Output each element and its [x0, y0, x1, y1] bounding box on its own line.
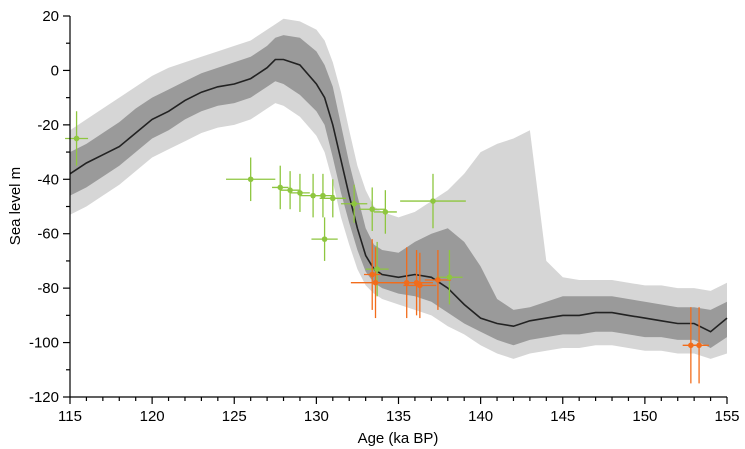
x-ticks: 115 120 125 130 135 140 145 150 155	[58, 397, 740, 425]
green-point-11	[374, 266, 380, 272]
orange-point-0	[369, 271, 376, 278]
y-tick-label: -20	[37, 117, 59, 134]
green-point-7	[321, 236, 328, 242]
orange-point-6	[688, 342, 694, 349]
orange-point-7	[696, 342, 702, 349]
x-tick-label: 135	[386, 408, 411, 425]
x-tick-label: 130	[304, 408, 329, 425]
y-axis-title: Sea level m	[7, 167, 24, 245]
y-tick-label: -80	[37, 280, 59, 297]
y-tick-label: -60	[37, 226, 59, 243]
green-point-2	[277, 184, 284, 191]
green-point-9	[351, 200, 357, 207]
inner-uncertainty-band	[70, 35, 727, 348]
y-tick-label: -40	[37, 171, 59, 188]
y-tick-label: -120	[29, 389, 59, 406]
green-point-8	[330, 195, 336, 202]
green-point-4	[297, 190, 303, 196]
x-tick-label: 145	[550, 408, 575, 425]
y-tick-label: -100	[29, 335, 59, 352]
green-point-3	[287, 187, 293, 193]
data-points	[73, 135, 702, 349]
green-point-14	[446, 274, 453, 281]
green-point-0	[73, 135, 80, 142]
confidence-bands	[70, 18, 727, 359]
y-tick-label: 0	[51, 62, 59, 79]
green-point-1	[247, 176, 254, 183]
x-tick-label: 115	[58, 408, 82, 425]
orange-point-4	[417, 282, 423, 289]
green-point-5	[310, 192, 316, 199]
x-tick-label: 125	[222, 408, 247, 425]
x-axis-title: Age (ka BP)	[358, 430, 439, 447]
green-point-13	[430, 198, 436, 204]
y-ticks: -120 -100 -80 -60 -40 -20 0 20	[29, 8, 70, 406]
green-point-10	[369, 206, 376, 213]
x-tick-label: 140	[468, 408, 493, 425]
orange-point-5	[435, 277, 441, 283]
green-point-12	[382, 209, 389, 215]
orange-point-2	[403, 279, 410, 286]
x-tick-label: 120	[140, 408, 165, 425]
green-point-6	[320, 192, 326, 199]
x-tick-label: 155	[714, 408, 739, 425]
orange-point-1	[372, 279, 379, 286]
y-tick-label: 20	[42, 8, 59, 25]
outer-uncertainty-band	[70, 18, 727, 359]
x-tick-label: 150	[632, 408, 657, 425]
